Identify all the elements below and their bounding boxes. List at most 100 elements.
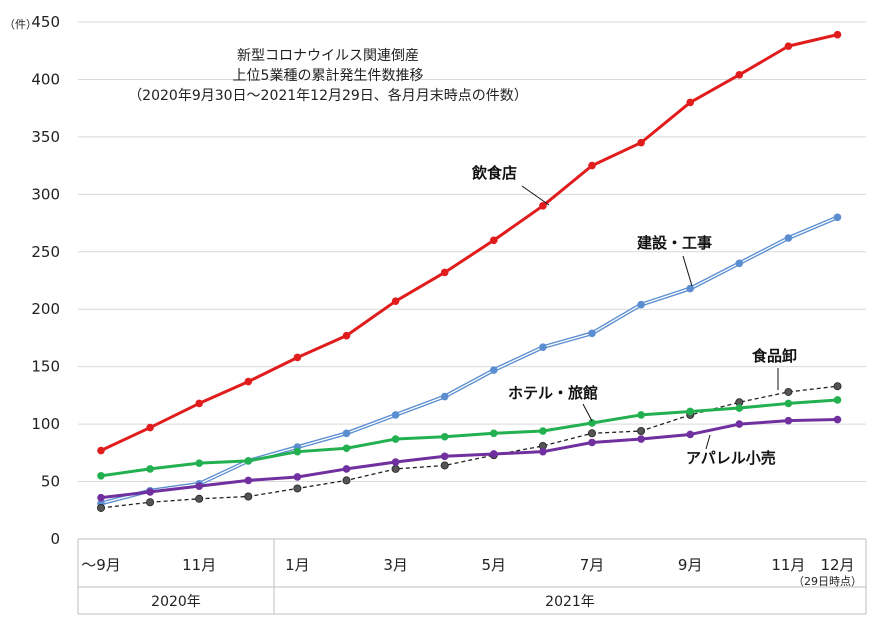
series-line-1-inner: [100, 216, 838, 505]
series-point: [735, 71, 744, 79]
series-point: [539, 202, 547, 210]
label-restaurants: 飲食店: [471, 164, 517, 182]
series-point: [440, 452, 449, 461]
series-point: [195, 482, 203, 490]
title-line-1: 新型コロナウイルス関連倒産: [237, 48, 419, 64]
y-tick-label: 450: [31, 13, 60, 31]
x-tick-label: 1月: [285, 556, 310, 574]
x-tick-label: 7月: [580, 556, 605, 574]
series-point: [97, 446, 105, 455]
year-label-2021: 2021年: [545, 594, 595, 610]
series-line-0: [100, 33, 838, 452]
series-point: [440, 461, 449, 470]
series-point: [195, 399, 203, 408]
y-tick-label: 300: [31, 185, 60, 203]
series-point: [833, 396, 842, 404]
x-tick-label: 11月: [182, 556, 216, 574]
y-tick-label: 350: [31, 128, 60, 146]
series-point: [588, 429, 597, 438]
series-point: [146, 488, 154, 496]
series-point: [195, 459, 203, 467]
series-point: [539, 343, 547, 351]
series-point: [146, 498, 155, 507]
y-tick-label: 100: [31, 415, 60, 433]
series-point: [784, 42, 793, 50]
series-point: [391, 464, 400, 473]
series-point: [686, 98, 694, 107]
series-point: [342, 429, 351, 438]
x-tick-label: 9月: [678, 556, 703, 574]
series-point: [490, 429, 498, 438]
series-point: [293, 353, 302, 362]
series-point: [637, 300, 645, 309]
title-line-2: 上位5業種の累計発生件数推移: [233, 68, 424, 84]
year-label-2020: 2020年: [151, 594, 201, 610]
leader-restaurants: [521, 185, 550, 206]
y-tick-label: 400: [31, 70, 60, 88]
x-tick-note: （29日時点）: [793, 575, 862, 588]
series-point: [293, 473, 302, 481]
x-axis: ～9月 11月 1月 3月 5月 7月 9月 11月 12月（29日時点） 2020年 2021年: [77, 538, 867, 615]
series-point: [784, 387, 793, 396]
series-point: [735, 404, 744, 412]
series-point: [539, 447, 547, 456]
series-point: [342, 444, 351, 453]
label-apparel: アパレル小売: [686, 449, 776, 467]
y-tick-label: 250: [31, 243, 60, 261]
series-point: [490, 450, 498, 458]
grid-lines: [78, 21, 866, 540]
series-point: [686, 430, 694, 439]
x-tick-label: 11月: [771, 556, 805, 574]
series-point: [490, 236, 498, 245]
y-tick-label: 50: [41, 473, 60, 491]
series-line-4: [100, 418, 838, 500]
series-point: [440, 268, 449, 277]
series-point: [539, 427, 547, 435]
series-point: [784, 234, 793, 242]
series-point: [784, 399, 793, 408]
label-food-wholesale: 食品卸: [752, 347, 797, 365]
series-point: [440, 392, 449, 401]
series-point: [833, 382, 842, 391]
series-point: [637, 411, 645, 419]
series-point: [342, 331, 351, 340]
series-point: [637, 427, 646, 436]
series-line-3: [100, 398, 838, 478]
y-tick-label: 200: [31, 300, 60, 318]
series-point: [97, 493, 105, 502]
series-point: [637, 435, 645, 443]
series-point: [342, 465, 351, 473]
series-point: [637, 138, 645, 147]
series-point: [440, 432, 449, 441]
series-point: [244, 492, 253, 501]
series-point: [244, 377, 253, 386]
series-point: [833, 30, 842, 39]
series-point: [833, 415, 842, 424]
series-point: [391, 297, 400, 305]
series-point: [588, 161, 596, 170]
leader-hotel: [582, 403, 593, 422]
series-point: [146, 465, 154, 473]
x-tick-label: 12月: [820, 556, 854, 574]
x-tick-label: 5月: [482, 556, 507, 574]
series-point: [342, 476, 351, 485]
series-point: [244, 476, 253, 485]
series-line-2: [100, 385, 838, 509]
series-point: [588, 419, 596, 427]
series-layer: [97, 30, 842, 512]
series-point: [833, 213, 842, 222]
leader-apparel: [705, 434, 711, 450]
y-axis-label: （件）: [4, 18, 37, 31]
series-point: [244, 457, 253, 465]
series-point: [97, 472, 105, 480]
series-labels: 飲食店 建設・工事 食品卸 ホテル・旅館 アパレル小売: [471, 164, 797, 467]
series-point: [391, 435, 400, 443]
x-tick-label: ～9月: [81, 556, 121, 574]
series-point: [146, 423, 154, 432]
series-point: [588, 438, 596, 447]
series-point: [686, 407, 694, 416]
series-point: [293, 484, 302, 493]
series-point: [490, 366, 498, 374]
x-tick-label: 3月: [383, 556, 408, 574]
series-point: [195, 494, 204, 503]
